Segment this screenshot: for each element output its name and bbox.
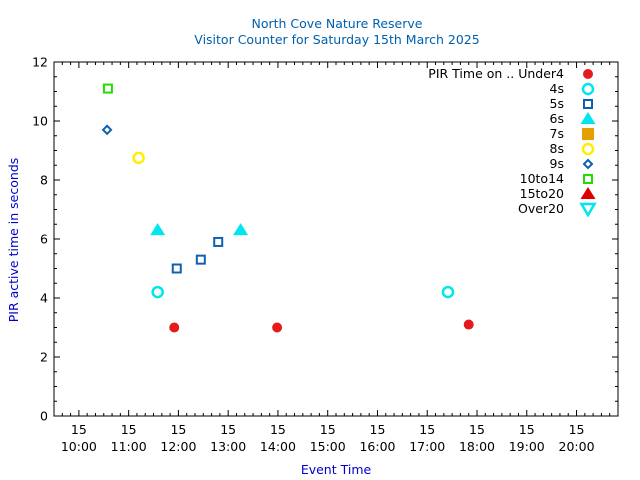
data-point-4s (151, 285, 164, 299)
data-point-6s (233, 223, 249, 236)
legend-symbol (580, 112, 596, 124)
x-tick-label-day: 15 (270, 422, 286, 437)
legend-symbol (580, 187, 596, 199)
legend-label: 8s (550, 141, 564, 156)
y-tick-label: 0 (40, 409, 48, 424)
x-tick-label-time: 18:00 (459, 439, 495, 454)
data-point-4s (441, 285, 455, 299)
legend-symbol (583, 99, 593, 109)
data-point-10to14 (102, 83, 113, 94)
legend-symbol (582, 128, 594, 140)
x-tick-label-day: 15 (370, 422, 386, 437)
chart-subtitle: Visitor Counter for Saturday 15th March … (194, 32, 479, 47)
data-point-6s (150, 223, 166, 236)
y-tick-label: 4 (40, 291, 48, 306)
x-axis-label: Event Time (301, 462, 372, 477)
x-tick-label-day: 15 (469, 422, 485, 437)
legend-symbol (581, 82, 595, 96)
x-tick-label-time: 12:00 (160, 439, 196, 454)
x-tick-label-time: 19:00 (509, 439, 545, 454)
x-tick-label-time: 10:00 (61, 439, 97, 454)
data-points (101, 83, 474, 333)
x-tick-label-day: 15 (569, 422, 585, 437)
y-tick-label: 8 (40, 173, 48, 188)
data-point-5s (195, 254, 206, 265)
legend-symbol (582, 158, 594, 170)
legend-label: Over20 (518, 201, 564, 216)
x-tick-label-time: 17:00 (409, 439, 445, 454)
legend-label: 15to20 (520, 186, 564, 201)
legend-label: 7s (550, 126, 564, 141)
data-point-5s (213, 236, 224, 247)
plot-axes: 0 2 4 6 8 10 12 15 10:00 15 11:00 15 12:00 15 13:00 15 1… (32, 55, 619, 454)
data-point-under4 (272, 322, 283, 333)
legend-label: 9s (550, 156, 564, 171)
x-tick-label-day: 15 (320, 422, 336, 437)
legend-label: 10to14 (520, 171, 564, 186)
legend-symbol (581, 142, 595, 156)
x-tick-label-day: 15 (220, 422, 236, 437)
data-point-5s (171, 263, 182, 274)
legend-symbol (579, 202, 597, 218)
x-tick-label-time: 11:00 (111, 439, 147, 454)
y-tick-label: 6 (40, 232, 48, 247)
x-tick-label-day: 15 (519, 422, 535, 437)
y-tick-label: 10 (32, 114, 48, 129)
data-point-8s (132, 151, 145, 165)
x-tick-label-day: 15 (170, 422, 186, 437)
y-tick-label: 12 (32, 55, 48, 70)
data-point-under4 (169, 322, 180, 333)
x-tick-label-time: 13:00 (210, 439, 246, 454)
data-point-under4 (463, 319, 474, 330)
x-tick-label-day: 15 (71, 422, 87, 437)
data-point-9s (101, 124, 113, 136)
x-tick-label-time: 20:00 (559, 439, 595, 454)
y-tick-label: 2 (40, 350, 48, 365)
chart-title: North Cove Nature Reserve (252, 16, 423, 31)
x-tick-label-day: 15 (121, 422, 137, 437)
legend: PIR Time on .. Under44s5s6s7s8s9s10to141… (428, 66, 597, 218)
x-tick-label-time: 16:00 (359, 439, 395, 454)
y-axis-label: PIR active time in seconds (6, 158, 21, 323)
legend-label: 6s (550, 111, 564, 126)
x-tick-label-time: 14:00 (260, 439, 296, 454)
x-tick-label-time: 15:00 (310, 439, 346, 454)
legend-label: PIR Time on .. Under4 (428, 66, 564, 81)
legend-symbol (583, 69, 593, 79)
legend-symbol (583, 174, 593, 184)
legend-label: 4s (550, 81, 564, 96)
plot-border (53, 61, 619, 417)
legend-label: 5s (550, 96, 564, 111)
x-tick-label-day: 15 (419, 422, 435, 437)
